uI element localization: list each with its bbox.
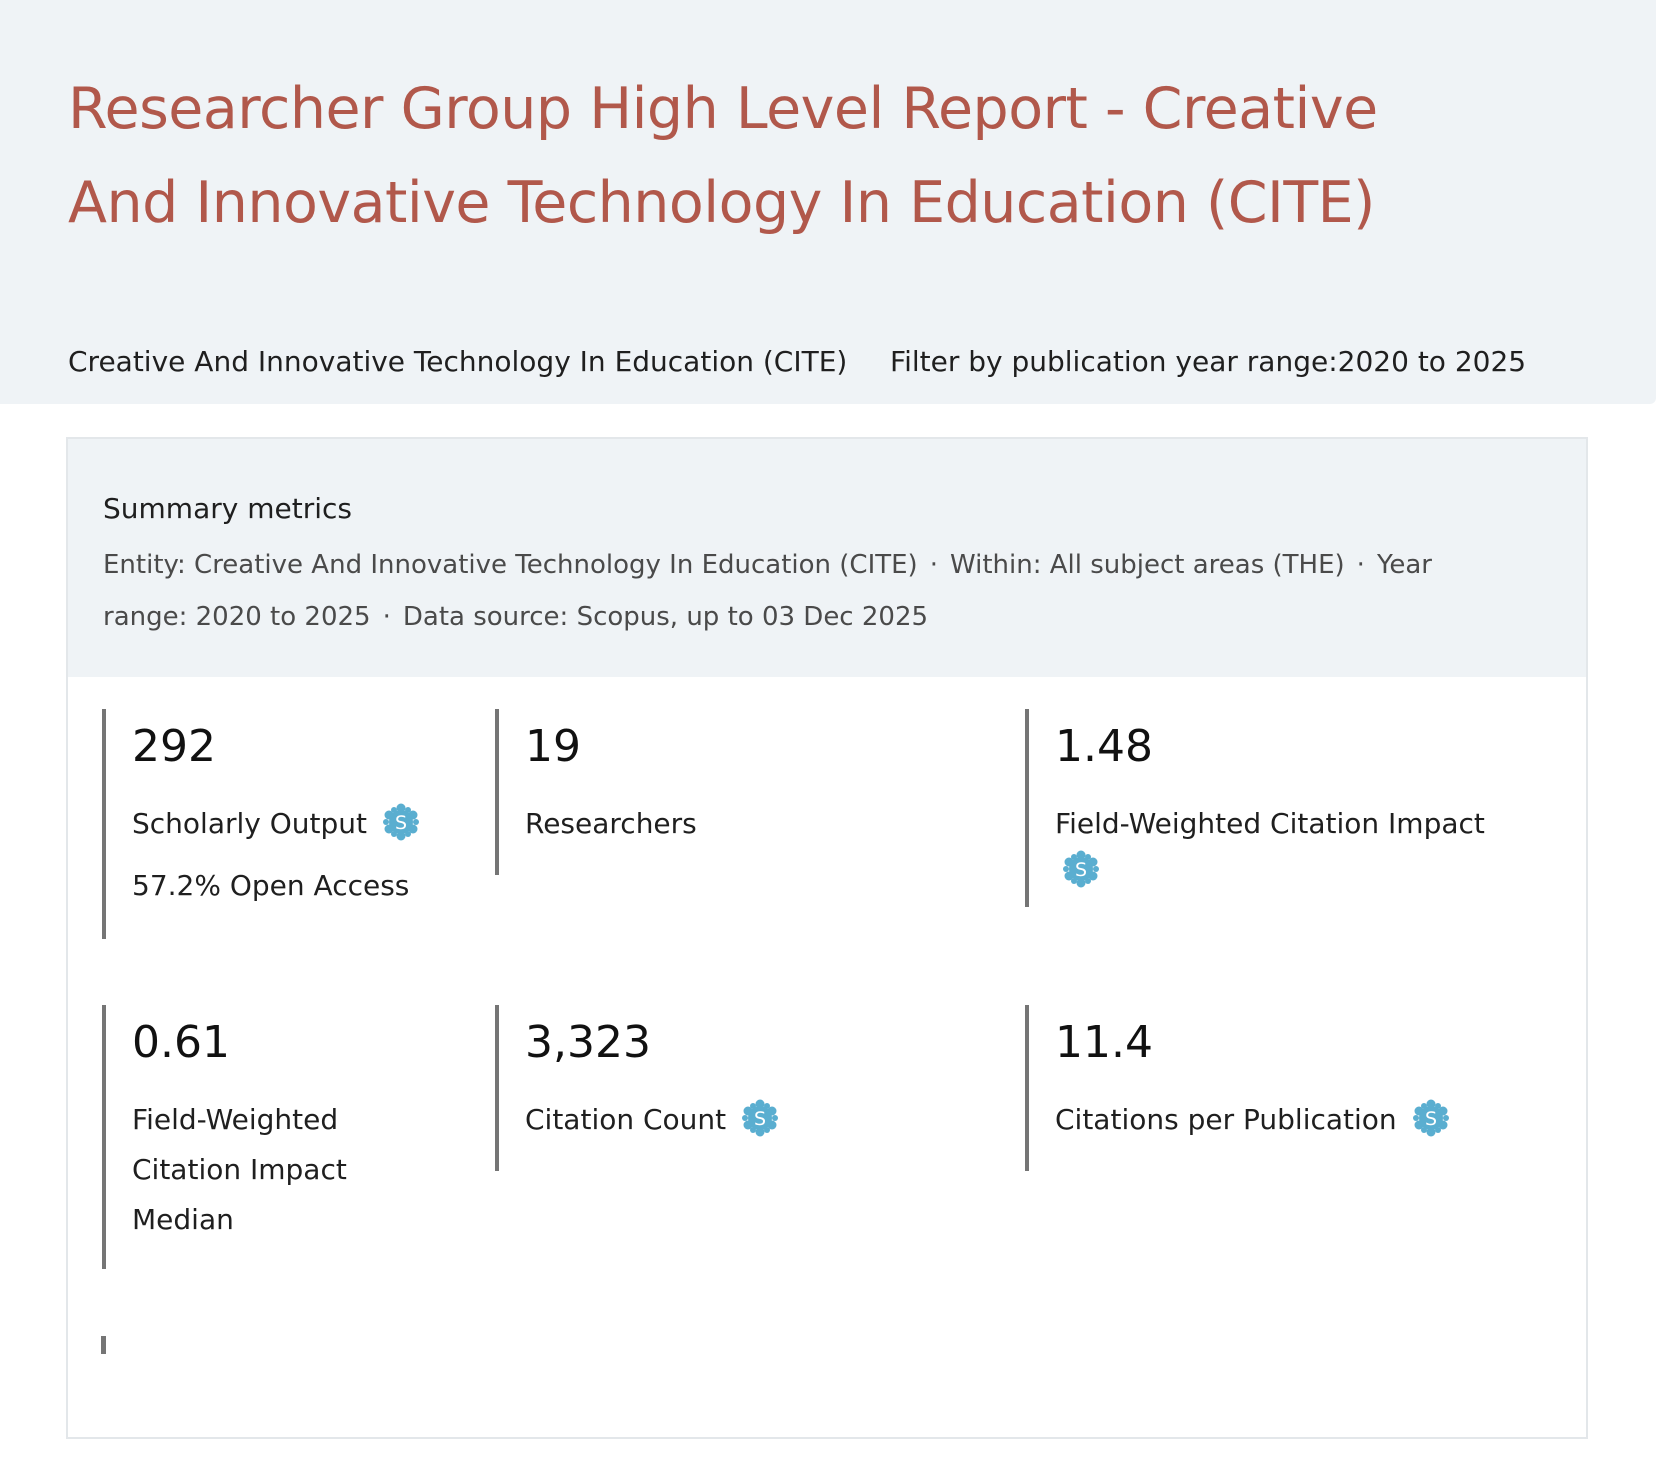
metric-scholarly-output[interactable]: 292 Scholarly Output 57.2% Open Access [102,709,462,939]
metric-label: Field-Weighted Citation Impact Median [132,1103,347,1236]
report-title: Researcher Group High Level Report - Cre… [68,76,1378,236]
metric-label: Citation Count [525,1103,727,1136]
metric-value: 1.48 [1055,721,1153,772]
report-header: Researcher Group High Level Report - Cre… [0,0,1656,404]
open-access-percentage: 57.2% Open Access [132,869,410,902]
scival-snowflake-icon[interactable] [1061,849,1101,889]
summary-meta: Entity: Creative And Innovative Technolo… [103,539,1523,643]
meta-separator: · [1356,550,1365,580]
filter-label: Filter by publication year range: [890,345,1338,378]
metric-label: Researchers [525,807,697,840]
metric-value: 292 [132,721,216,772]
metric-citation-count[interactable]: 3,323 Citation Count [495,1005,975,1171]
entity-name: Creative And Innovative Technology In Ed… [68,345,848,378]
metric-fwci-median[interactable]: 0.61 Field-Weighted Citation Impact Medi… [102,1005,402,1269]
scival-snowflake-icon[interactable] [381,802,421,842]
scival-snowflake-icon[interactable] [1411,1098,1451,1138]
metric-label: Scholarly Output [132,807,368,840]
summary-metrics-card: Summary metrics Entity: Creative And Inn… [66,437,1588,1439]
metric-fwci[interactable]: 1.48 Field-Weighted Citation Impact [1025,709,1545,907]
meta-separator: · [929,550,938,580]
meta-within: Within: All subject areas (THE) [949,550,1345,580]
meta-separator: · [382,602,391,632]
meta-year-range: Year range: 2020 to 2025 [103,550,1432,632]
summary-card-header: Summary metrics Entity: Creative And Inn… [68,439,1586,677]
summary-title: Summary metrics [103,492,352,525]
scival-snowflake-icon[interactable] [740,1098,780,1138]
metric-value: 3,323 [525,1017,651,1068]
metric-value: 0.61 [132,1017,230,1068]
meta-data-source: Data source: Scopus, up to 03 Dec 2025 [402,602,929,632]
year-range-filter[interactable]: Filter by publication year range:2020 to… [890,338,1526,386]
meta-entity: Entity: Creative And Innovative Technolo… [103,550,918,580]
filter-value: 2020 to 2025 [1337,345,1527,378]
metric-label: Field-Weighted Citation Impact [1055,807,1485,840]
metric-researchers[interactable]: 19 Researchers [495,709,975,875]
metric-value: 19 [525,721,581,772]
metric-value: 11.4 [1055,1017,1153,1068]
metric-label: Citations per Publication [1055,1103,1397,1136]
metric-border-fragment [101,1336,106,1354]
metric-citations-per-publication[interactable]: 11.4 Citations per Publication [1025,1005,1545,1171]
